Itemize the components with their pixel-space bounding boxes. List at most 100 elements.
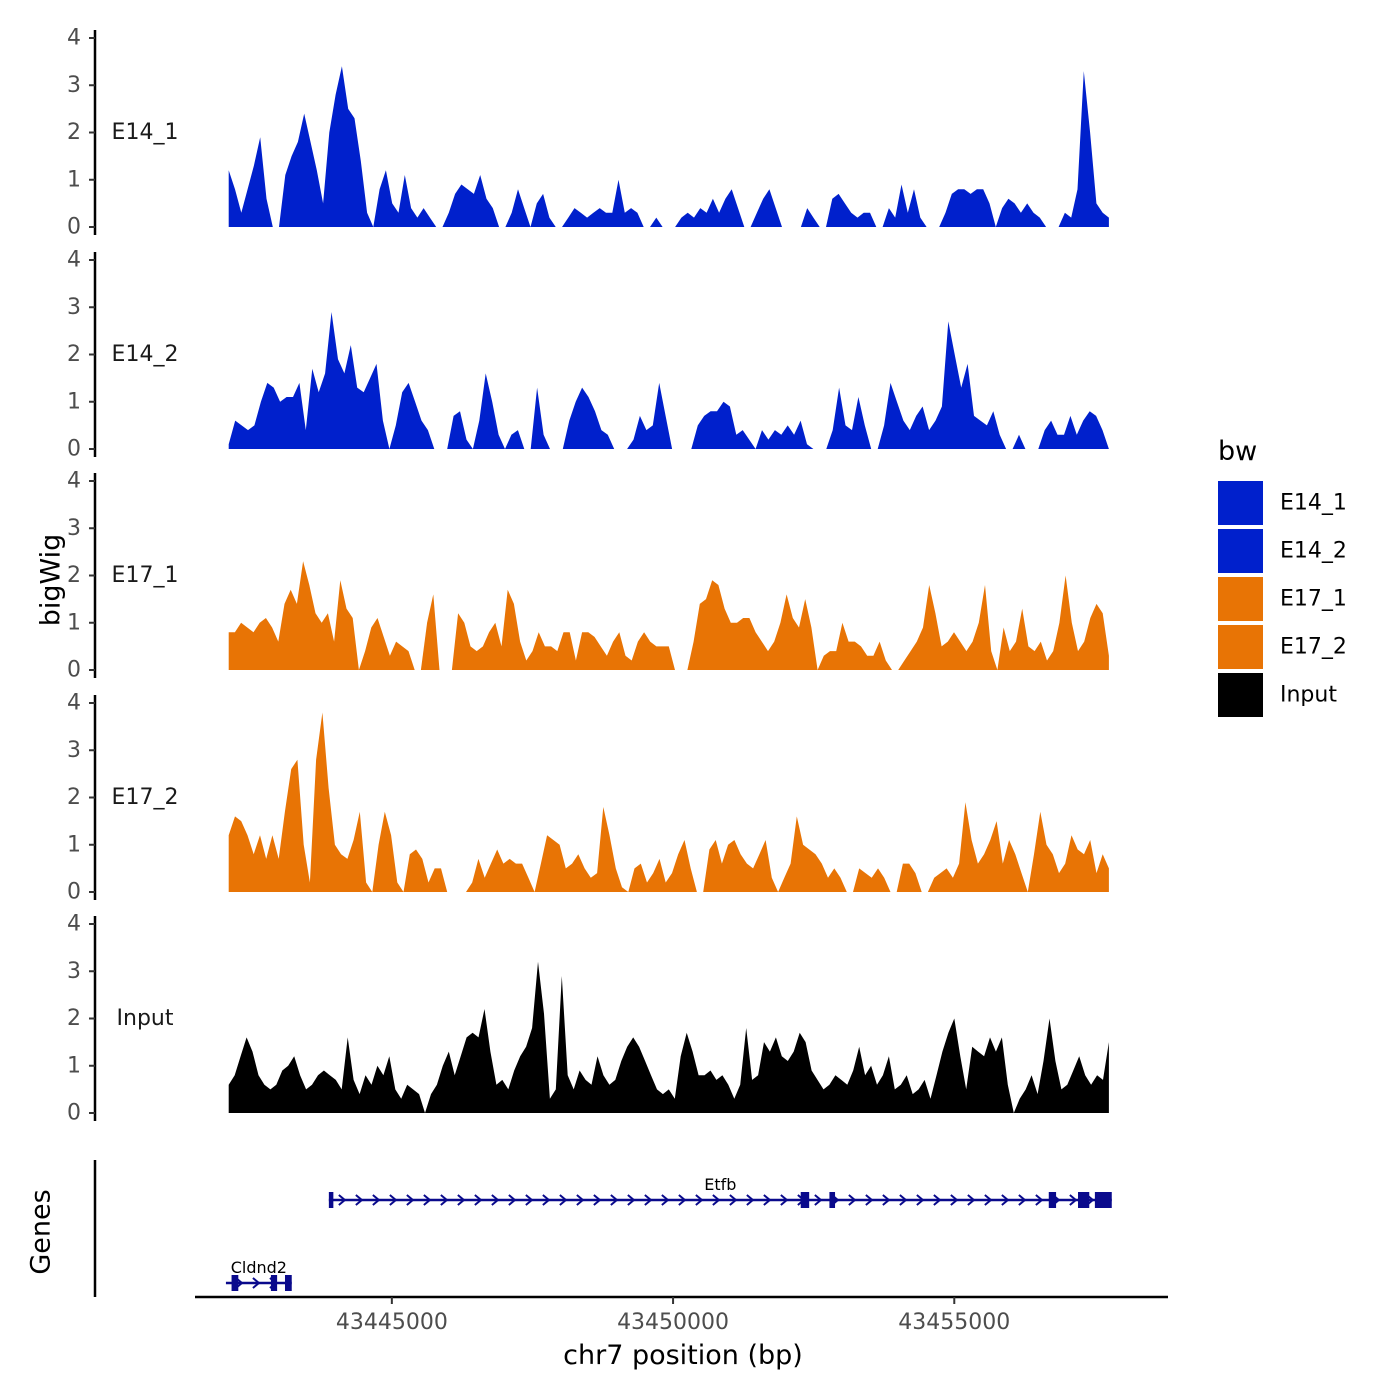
strand-arrow (661, 1194, 670, 1206)
track-label-E17_2: E17_2 (112, 785, 179, 810)
strand-arrow (389, 1194, 398, 1206)
gene-Cldnd2: Cldnd2 (225, 1258, 292, 1291)
y-tick-label: 4 (67, 469, 81, 494)
exon (1048, 1192, 1057, 1208)
track-E17_2: 0 1 2 3 4 E17_2 (67, 691, 1109, 905)
strand-arrow (355, 1194, 364, 1206)
strand-arrow (1069, 1194, 1078, 1206)
legend-key-E14_2 (1218, 529, 1263, 573)
signal-area-E17_2 (853, 868, 891, 892)
strand-arrow (848, 1194, 857, 1206)
strand-arrow (593, 1194, 602, 1206)
signal-area-E14_2 (691, 401, 756, 449)
strand-arrow (814, 1194, 823, 1206)
signal-area-E14_1 (882, 184, 927, 227)
signal-area-E14_2 (562, 387, 615, 449)
y-tick-label: 4 (67, 26, 81, 51)
signal-area-E14_1 (530, 193, 556, 227)
strand-arrow (338, 1194, 347, 1206)
signal-area-E17_2 (896, 863, 922, 892)
legend: bw E14_1 E14_2 E17_1 E17_2 Input (1218, 436, 1347, 717)
exon (1094, 1192, 1112, 1208)
y-tick-label: 2 (67, 120, 81, 145)
signal-area-E14_1 (826, 193, 877, 227)
strand-arrow (1001, 1194, 1010, 1206)
exon (328, 1192, 334, 1208)
y-tick-label: 1 (67, 832, 81, 857)
signal-area-E17_1 (420, 594, 440, 670)
signal-area-E17_1 (898, 585, 998, 670)
signal-area-E14_2 (1012, 434, 1026, 449)
exon (284, 1275, 292, 1291)
signal-area-E14_2 (627, 382, 673, 449)
signal-area-E14_1 (228, 137, 273, 227)
signal-area-E17_1 (997, 575, 1109, 670)
signal-area-E17_2 (403, 849, 448, 892)
signal-area-Input (425, 961, 1014, 1113)
strand-arrow (423, 1194, 432, 1206)
signal-area-E14_1 (505, 189, 531, 227)
signal-area-E14_1 (650, 217, 663, 227)
y-tick-label: 4 (67, 691, 81, 716)
y-tick-label: 0 (67, 437, 81, 462)
signal-area-Input (1013, 1018, 1109, 1113)
signal-area-E17_2 (703, 840, 779, 892)
track-label-Input: Input (117, 1006, 174, 1031)
signal-area-E14_2 (505, 430, 525, 449)
y-tick-label: 0 (67, 1101, 81, 1126)
x-tick-label: 43450000 (617, 1310, 729, 1335)
strand-arrow (780, 1194, 789, 1206)
strand-arrow (695, 1194, 704, 1206)
signal-area-E14_1 (1058, 71, 1109, 227)
signal-area-E14_1 (373, 170, 437, 227)
strand-arrow (610, 1194, 619, 1206)
strand-arrow (1035, 1194, 1044, 1206)
strand-arrow (457, 1194, 466, 1206)
signal-area-E17_2 (628, 840, 697, 892)
y-tick-label: 3 (67, 295, 81, 320)
y-tick-label: 2 (67, 563, 81, 588)
y-tick-label: 3 (67, 959, 81, 984)
signal-area-E17_1 (228, 561, 359, 670)
signal-area-E14_1 (939, 189, 996, 227)
signal-area-E17_1 (687, 580, 818, 670)
strand-arrow (984, 1194, 993, 1206)
y-tick-label: 2 (67, 785, 81, 810)
y-tick-label: 1 (67, 167, 81, 192)
legend-label-E17_2: E17_2 (1280, 635, 1347, 660)
x-tick-label: 43455000 (898, 1310, 1010, 1335)
signal-area-E17_2 (466, 849, 535, 892)
legend-label-E14_1: E14_1 (1280, 491, 1347, 516)
signal-area-E14_2 (877, 321, 1007, 449)
strand-arrow (644, 1194, 653, 1206)
signal-area-E14_1 (279, 66, 374, 227)
strand-arrow (627, 1194, 636, 1206)
signal-area-E14_2 (1038, 411, 1109, 449)
y-tick-label: 3 (67, 738, 81, 763)
signal-area-E14_2 (530, 387, 550, 449)
signal-area-E14_2 (447, 411, 473, 449)
strand-arrow (967, 1194, 976, 1206)
signal-area-E17_1 (451, 589, 675, 670)
track-label-E17_1: E17_1 (112, 563, 179, 588)
signal-area-E14_2 (228, 312, 390, 449)
signal-area-E14_1 (675, 189, 745, 227)
signal-area-E14_2 (755, 420, 814, 449)
y-tick-label: 1 (67, 610, 81, 635)
x-tick-label: 43445000 (336, 1310, 448, 1335)
x-axis: 43445000 43450000 43455000 (195, 1295, 1168, 1335)
y-tick-label: 4 (67, 248, 81, 273)
signal-area-E14_2 (389, 382, 435, 449)
strand-arrow (763, 1194, 772, 1206)
strand-arrow (252, 1277, 261, 1289)
strand-arrow (746, 1194, 755, 1206)
strand-arrow (678, 1194, 687, 1206)
y-tick-label: 0 (67, 215, 81, 240)
strand-arrow (542, 1194, 551, 1206)
strand-arrow (406, 1194, 415, 1206)
strand-arrow (916, 1194, 925, 1206)
track-E14_2: 0 1 2 3 4 E14_2 (67, 248, 1109, 462)
exon (1078, 1192, 1090, 1208)
y-tick-label: 2 (67, 342, 81, 367)
